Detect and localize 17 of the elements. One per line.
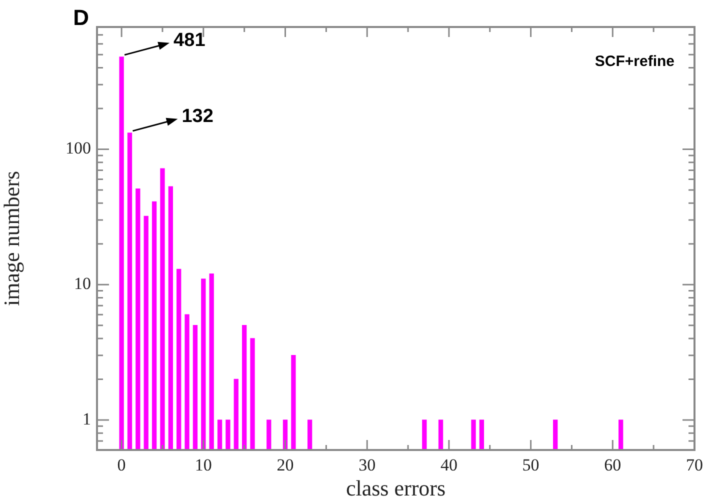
y-tick-label: 10: [74, 274, 91, 294]
x-tick-label: 30: [358, 456, 376, 475]
x-tick-label: 20: [276, 456, 294, 475]
x-tick-label: 40: [440, 456, 458, 475]
x-tick-label: 60: [604, 456, 622, 475]
annotation: 132: [182, 106, 214, 128]
y-tick-label: 1: [82, 409, 91, 428]
y-axis-title: image numbers: [0, 170, 24, 306]
annotation: SCF+refine: [594, 53, 674, 70]
annotation: 481: [174, 30, 206, 52]
x-tick-label: 50: [522, 456, 540, 475]
text: D: [73, 5, 89, 30]
x-axis-title: class errors: [346, 476, 446, 501]
x-tick-label: 10: [194, 456, 212, 475]
x-tick-label: 70: [686, 456, 703, 475]
y-tick-label: 100: [66, 138, 91, 158]
x-tick-label: 0: [117, 456, 126, 475]
